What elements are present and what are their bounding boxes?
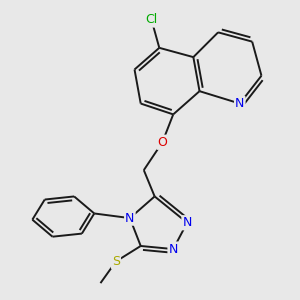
Text: O: O (158, 136, 167, 149)
Text: N: N (182, 216, 192, 229)
Text: N: N (125, 212, 135, 225)
Text: Cl: Cl (146, 14, 158, 26)
Text: N: N (235, 97, 244, 110)
Text: S: S (112, 255, 120, 268)
Text: N: N (169, 243, 178, 256)
